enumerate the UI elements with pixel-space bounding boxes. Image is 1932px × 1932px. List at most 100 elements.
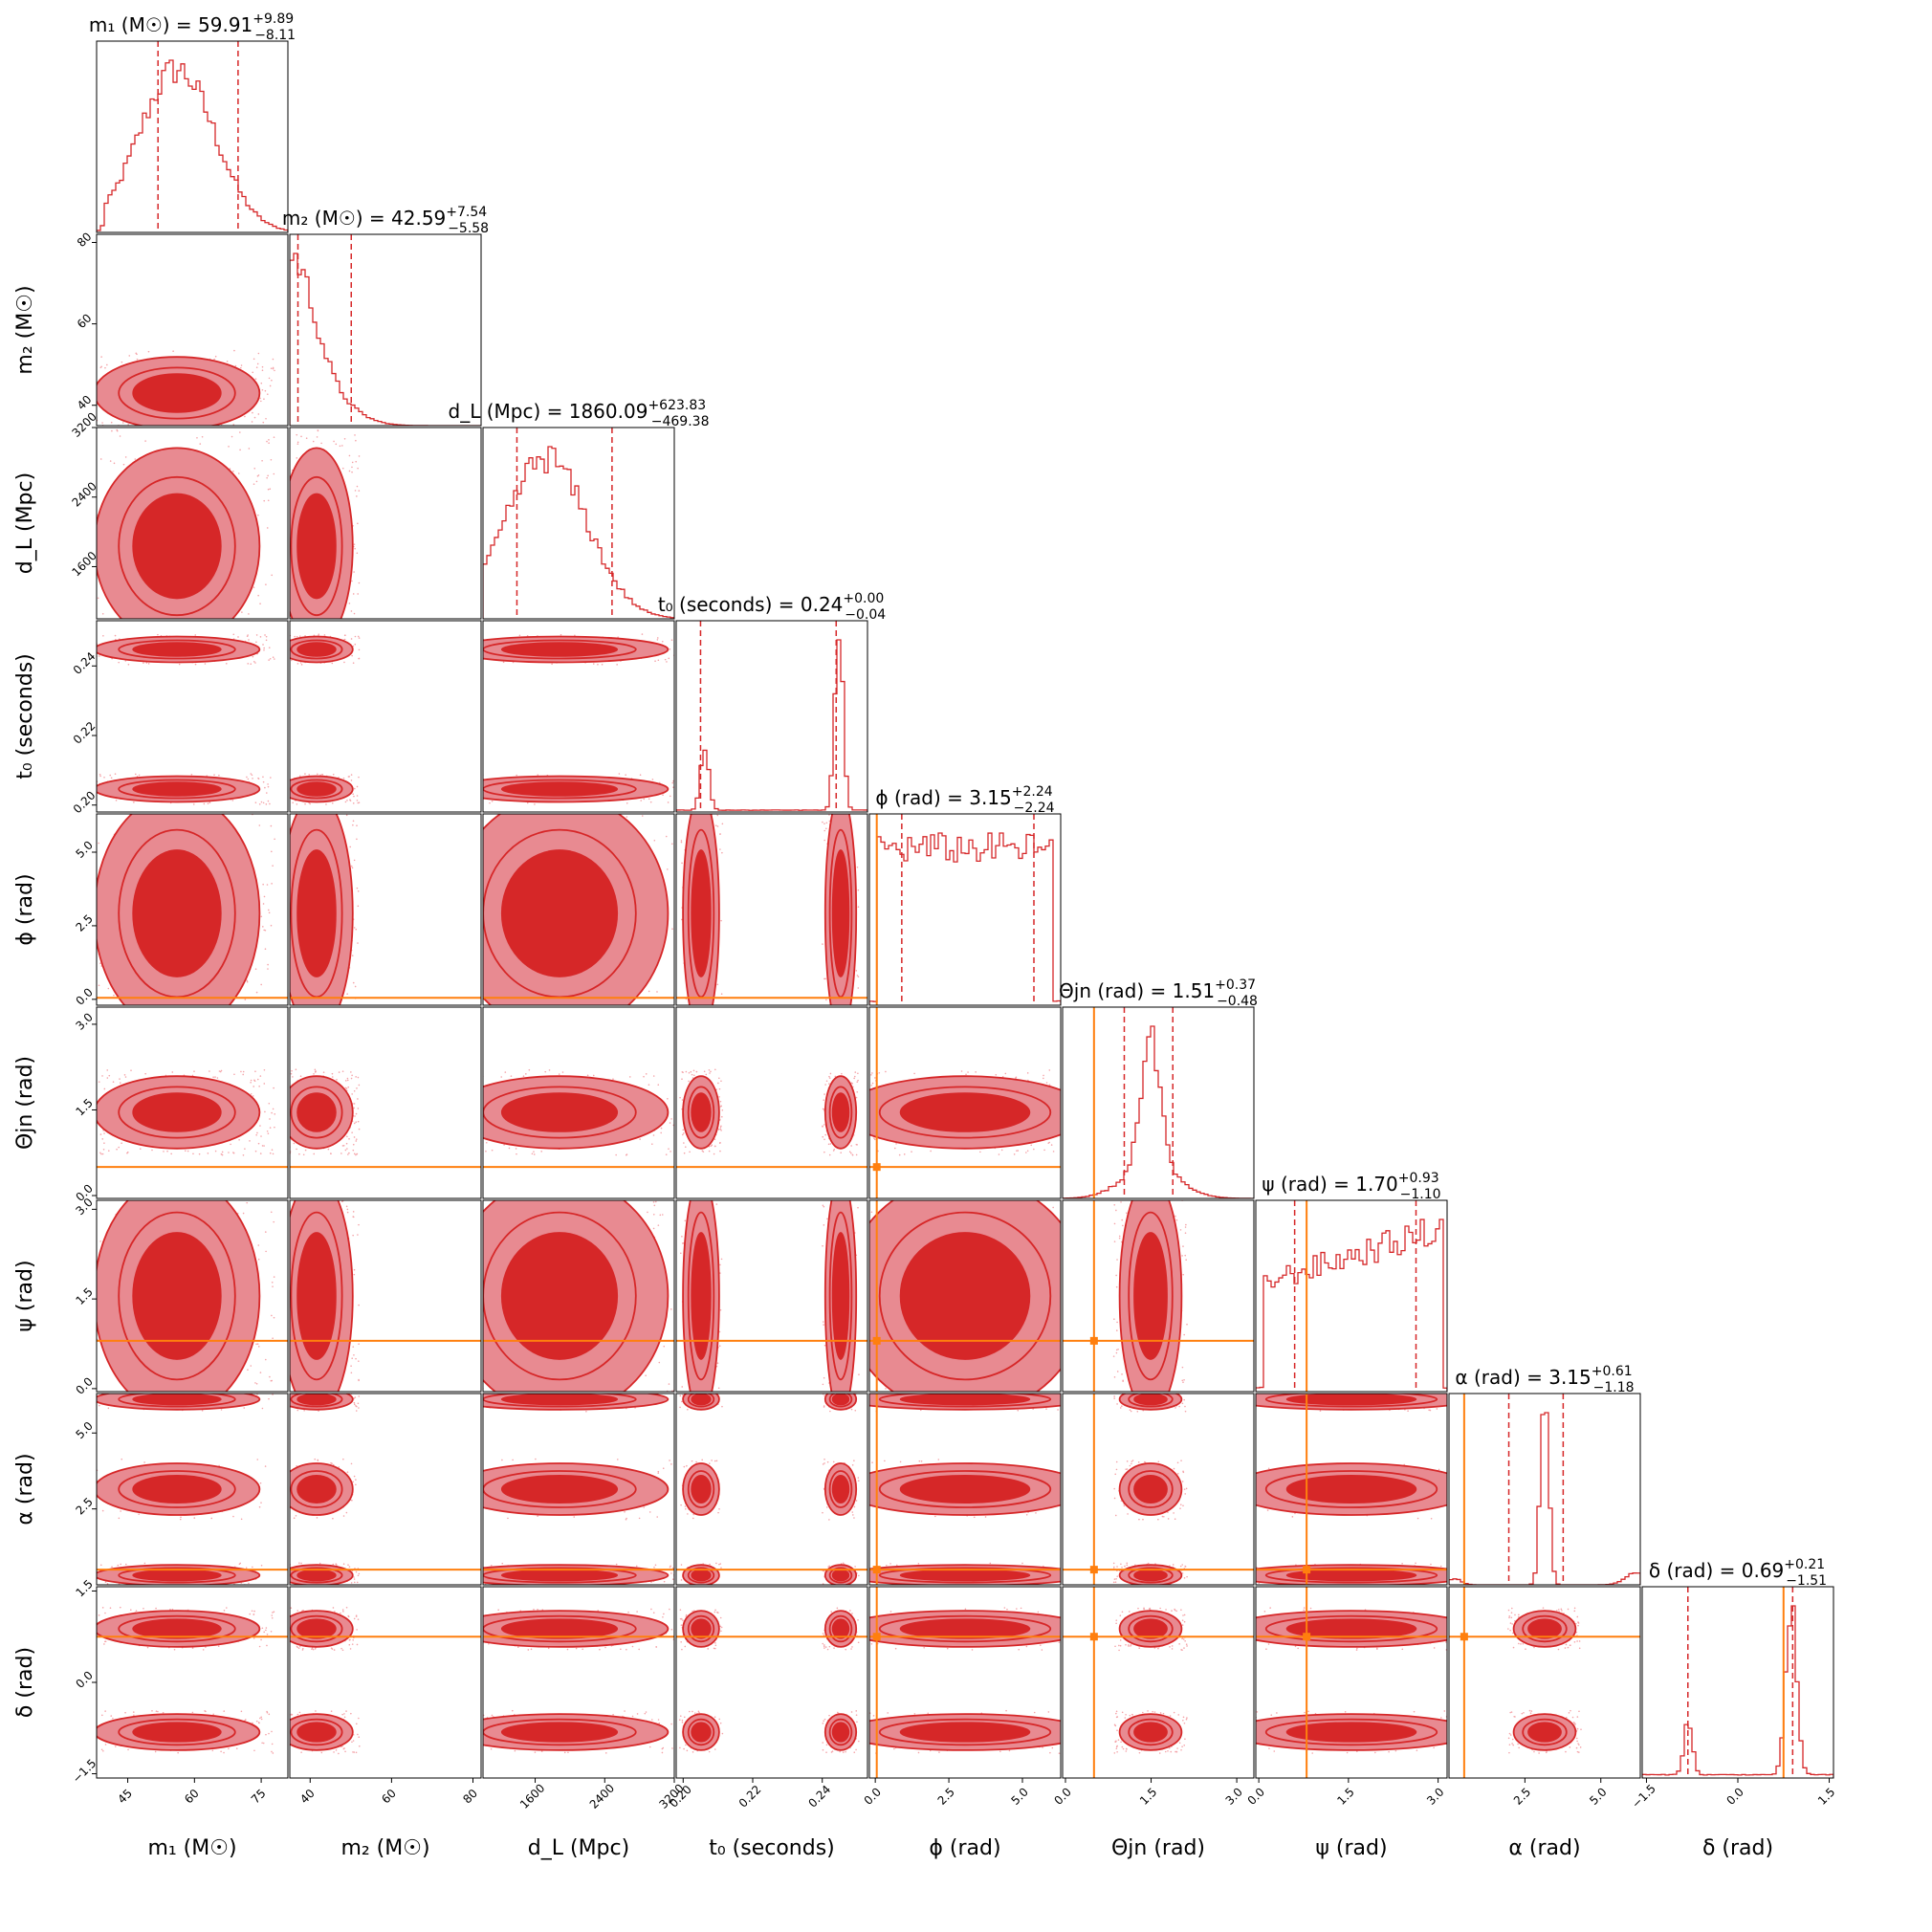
sample-point (319, 804, 321, 806)
sample-point (508, 1161, 510, 1163)
sample-point (325, 803, 327, 805)
sample-point (264, 786, 266, 789)
sample-point (853, 1077, 855, 1080)
sample-point (201, 803, 203, 805)
sample-point (617, 1426, 619, 1428)
sample-point (269, 1375, 271, 1378)
sample-point (285, 639, 287, 641)
sample-point (669, 795, 671, 798)
sample-point (1089, 1093, 1091, 1095)
sample-point (702, 1151, 705, 1153)
sample-point (454, 918, 456, 920)
sample-point (147, 663, 150, 665)
sample-point (464, 1032, 466, 1034)
sample-point (282, 1209, 284, 1211)
sample-point (86, 901, 88, 903)
sample-point (309, 802, 311, 805)
sample-point (825, 1080, 828, 1083)
sample-point (439, 785, 441, 787)
sample-point (321, 773, 323, 776)
sample-point (607, 1423, 609, 1425)
sample-point (576, 809, 578, 811)
sample-point (823, 1321, 824, 1323)
sample-point (103, 1087, 106, 1090)
sample-point (320, 442, 322, 445)
panel-m2-t0 (285, 620, 482, 813)
panel-phi-theta (840, 1006, 1091, 1199)
sample-point (679, 1137, 681, 1139)
sample-point (274, 1096, 276, 1098)
sample-point (276, 1209, 278, 1211)
sample-point (355, 439, 357, 442)
sample-point (662, 1429, 664, 1431)
sample-point (716, 774, 718, 776)
sample-point (840, 1154, 842, 1156)
sample-point (829, 1019, 831, 1021)
sample-point (505, 1191, 507, 1193)
y-axis-label: Θjn (rad) (13, 1056, 37, 1150)
sample-point (106, 363, 108, 366)
sample-point (689, 1151, 691, 1153)
sample-point (479, 1110, 481, 1112)
sample-point (551, 663, 553, 666)
sample-point (540, 1151, 543, 1153)
sample-point (870, 1084, 872, 1087)
sample-point (327, 1148, 330, 1151)
sample-point (269, 384, 272, 387)
sample-point (268, 647, 271, 648)
sample-point (283, 1110, 285, 1112)
sample-point (81, 1085, 83, 1087)
sample-point (354, 547, 356, 550)
sample-point (275, 1427, 277, 1429)
y-tick-label: 40 (75, 393, 95, 413)
sample-point (278, 1284, 280, 1285)
sample-point (822, 943, 823, 945)
sample-point (656, 639, 659, 641)
sample-point (277, 1140, 279, 1142)
sample-point (684, 1146, 687, 1148)
histogram-theta (1063, 1025, 1254, 1198)
sample-point (353, 612, 356, 615)
sample-point (841, 1072, 843, 1075)
sample-point (272, 1285, 274, 1287)
sample-point (475, 1374, 477, 1376)
sample-point (701, 1150, 704, 1152)
sample-point (172, 1421, 174, 1423)
sample-point (100, 356, 102, 358)
sample-point (267, 968, 269, 970)
sample-point (202, 629, 204, 631)
sample-point (451, 1078, 453, 1080)
sample-point (280, 542, 282, 544)
sample-point (719, 1126, 722, 1129)
sample-point (270, 850, 273, 853)
sample-point (109, 774, 112, 777)
sample-point (280, 993, 282, 995)
sample-point (824, 1194, 826, 1196)
sample-point (272, 366, 274, 369)
sample-point (824, 1133, 826, 1136)
sample-point (274, 1195, 275, 1197)
sample-point (453, 1279, 455, 1281)
sample-point (103, 1132, 105, 1134)
sample-point (261, 459, 263, 462)
sample-point (834, 1419, 836, 1421)
sample-point (268, 911, 271, 914)
sample-point (341, 1145, 344, 1147)
sample-point (475, 956, 477, 958)
sample-point (465, 1201, 467, 1203)
y-tick-label: 0.22 (71, 719, 99, 747)
sample-point (255, 366, 258, 369)
contour-inner (132, 781, 222, 797)
sample-point (593, 809, 595, 811)
sample-point (450, 661, 451, 663)
sample-point (183, 1028, 185, 1030)
sample-point (214, 1076, 216, 1078)
sample-point (432, 975, 434, 977)
sample-point (299, 635, 301, 637)
sample-point (263, 627, 265, 629)
sample-point (462, 1111, 464, 1113)
sample-point (283, 1097, 285, 1099)
sample-point (851, 1141, 853, 1143)
sample-point (436, 1149, 438, 1151)
sample-point (709, 1072, 711, 1074)
